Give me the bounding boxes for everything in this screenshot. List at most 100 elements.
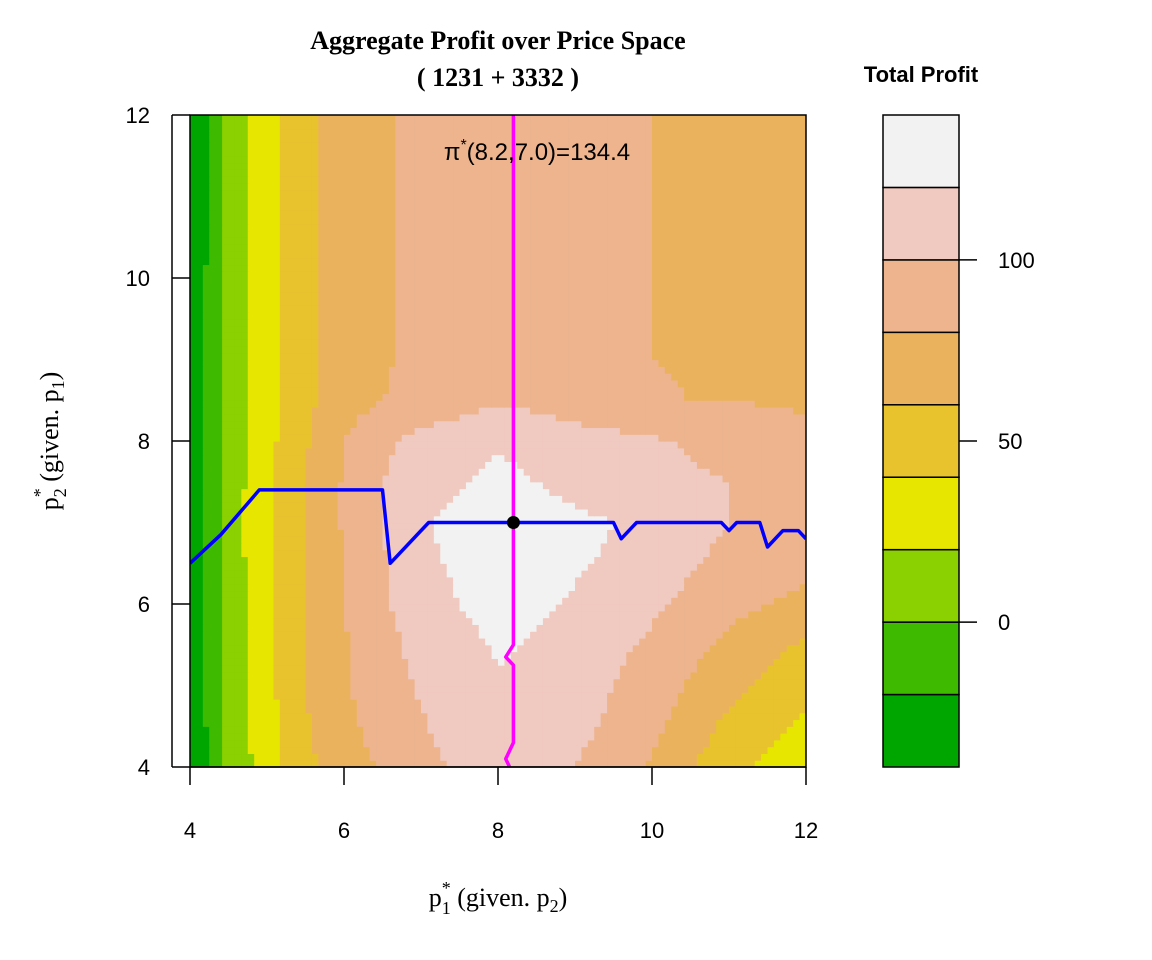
contour-cell [530, 685, 538, 693]
contour-cell [350, 665, 358, 673]
contour-cell [446, 474, 454, 483]
contour-cell [254, 597, 262, 605]
contour-cell [331, 617, 339, 625]
contour-cell [421, 658, 429, 666]
contour-cell [632, 413, 640, 422]
contour-cell [722, 624, 730, 632]
contour-cell [337, 488, 345, 496]
contour-cell [433, 719, 441, 727]
contour-cell [446, 658, 454, 666]
contour-cell [619, 739, 627, 748]
contour-cell [376, 576, 384, 585]
contour-cell [421, 651, 429, 659]
contour-cell [786, 481, 794, 490]
contour-cell [587, 597, 595, 605]
contour-cell [767, 454, 775, 462]
contour-cell [767, 753, 775, 761]
contour-cell [292, 576, 300, 585]
contour-cell [754, 468, 762, 476]
contour-cell [350, 651, 358, 659]
contour-cell [773, 515, 781, 524]
contour-cell [767, 468, 775, 476]
contour-cell [196, 434, 204, 442]
contour-cell [799, 502, 806, 510]
contour-cell [652, 644, 660, 653]
contour-cell [190, 733, 198, 741]
contour-cell [465, 481, 473, 490]
contour-cell [337, 502, 345, 510]
contour-cell [453, 610, 461, 619]
contour-cell [504, 481, 512, 490]
contour-cell [510, 658, 518, 666]
contour-cell [639, 753, 647, 761]
contour-cell [331, 746, 339, 755]
contour-cell [709, 441, 717, 449]
contour-cell [703, 461, 711, 469]
contour-cell [299, 590, 307, 598]
contour-cell [767, 617, 775, 625]
contour-cell [459, 502, 467, 510]
contour-cell [273, 658, 281, 666]
contour-cell [478, 542, 486, 551]
contour-cell [202, 434, 210, 442]
contour-cell [741, 549, 749, 558]
contour-cell [388, 726, 396, 734]
contour-cell [260, 488, 268, 496]
contour-cell [286, 705, 294, 714]
contour-cell [459, 522, 467, 530]
contour-cell [440, 631, 448, 639]
contour-cell [613, 631, 621, 639]
contour-cell [722, 658, 730, 666]
contour-cell [279, 719, 287, 727]
contour-cell [703, 468, 711, 476]
contour-cell [318, 644, 326, 653]
contour-cell [716, 604, 724, 612]
contour-cell [626, 610, 634, 619]
contour-cell [234, 413, 242, 422]
contour-cell [626, 651, 634, 659]
contour-cell [652, 739, 660, 748]
contour-cell [607, 563, 615, 571]
contour-cell [581, 705, 589, 714]
contour-cell [799, 604, 806, 612]
contour-cell [754, 441, 762, 449]
contour-cell [331, 413, 339, 422]
contour-cell [536, 746, 544, 755]
contour-cell [421, 631, 429, 639]
contour-cell [433, 604, 441, 612]
contour-cell [542, 739, 550, 748]
contour-cell [465, 597, 473, 605]
contour-cell [626, 705, 634, 714]
contour-cell [684, 447, 692, 456]
contour-cell [748, 631, 756, 639]
contour-cell [504, 556, 512, 564]
contour-cell [498, 502, 506, 510]
contour-cell [273, 556, 281, 564]
contour-cell [254, 651, 262, 659]
contour-cell [555, 610, 563, 619]
contour-cell [453, 576, 461, 585]
contour-cell [190, 753, 198, 761]
contour-cell [202, 563, 210, 571]
contour-cell [433, 556, 441, 564]
contour-cell [568, 447, 576, 456]
contour-cell [568, 746, 576, 755]
contour-cell [267, 671, 275, 680]
contour-cell [344, 739, 352, 748]
contour-cell [530, 719, 538, 727]
contour-cell [299, 474, 307, 483]
contour-cell [536, 590, 544, 598]
contour-cell [414, 685, 422, 693]
contour-cell [260, 692, 268, 700]
contour-cell [465, 733, 473, 741]
contour-cell [202, 576, 210, 585]
contour-cell [318, 515, 326, 524]
contour-cell [196, 420, 204, 429]
contour-cell [446, 637, 454, 646]
contour-cell [658, 665, 666, 673]
contour-cell [446, 665, 454, 673]
contour-cell [318, 590, 326, 598]
contour-cell [247, 434, 255, 442]
contour-cell [709, 665, 717, 673]
contour-cell [324, 665, 332, 673]
